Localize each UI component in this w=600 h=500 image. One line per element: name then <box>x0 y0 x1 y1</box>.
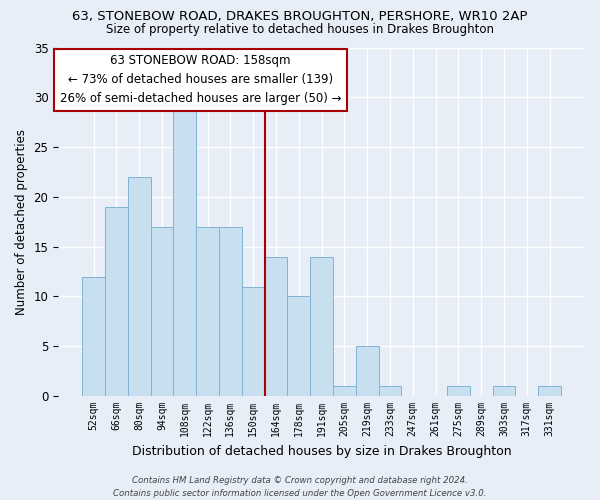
X-axis label: Distribution of detached houses by size in Drakes Broughton: Distribution of detached houses by size … <box>132 444 511 458</box>
Text: Size of property relative to detached houses in Drakes Broughton: Size of property relative to detached ho… <box>106 22 494 36</box>
Bar <box>379 386 401 396</box>
Bar <box>287 296 310 396</box>
Bar <box>242 286 265 396</box>
Bar <box>538 386 561 396</box>
Bar <box>151 227 173 396</box>
Bar <box>105 207 128 396</box>
Bar <box>493 386 515 396</box>
Bar <box>265 256 287 396</box>
Bar <box>128 177 151 396</box>
Text: 63, STONEBOW ROAD, DRAKES BROUGHTON, PERSHORE, WR10 2AP: 63, STONEBOW ROAD, DRAKES BROUGHTON, PER… <box>72 10 528 23</box>
Bar <box>310 256 333 396</box>
Y-axis label: Number of detached properties: Number of detached properties <box>15 129 28 315</box>
Bar <box>219 227 242 396</box>
Bar <box>196 227 219 396</box>
Bar <box>333 386 356 396</box>
Bar <box>82 276 105 396</box>
Bar <box>447 386 470 396</box>
Bar <box>173 108 196 396</box>
Text: Contains HM Land Registry data © Crown copyright and database right 2024.
Contai: Contains HM Land Registry data © Crown c… <box>113 476 487 498</box>
Text: 63 STONEBOW ROAD: 158sqm
← 73% of detached houses are smaller (139)
26% of semi-: 63 STONEBOW ROAD: 158sqm ← 73% of detach… <box>59 54 341 106</box>
Bar <box>356 346 379 396</box>
